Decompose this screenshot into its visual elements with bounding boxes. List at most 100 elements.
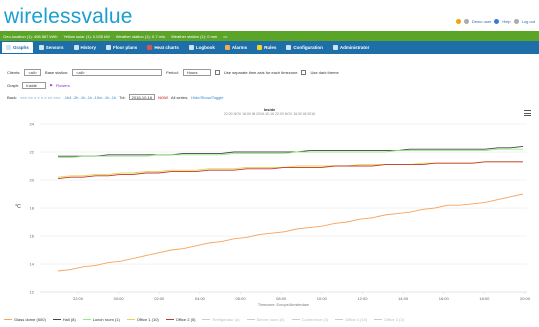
bell-icon[interactable] — [455, 19, 461, 24]
help-link[interactable]: Help — [502, 19, 511, 24]
legend-item[interactable]: Glass dome (500) — [4, 317, 46, 322]
graph-flag-link[interactable]: Flowers — [55, 83, 70, 88]
logout-icon — [513, 19, 519, 24]
step-links[interactable]: <<< << < < < > >> >>> — [20, 94, 61, 100]
legend-label: Office 4 (10) — [345, 317, 368, 322]
hamburger-menu-icon[interactable] — [524, 110, 531, 116]
alarm-icon — [224, 45, 230, 50]
app-logo[interactable]: wirelessvalue — [4, 5, 133, 28]
x-axis-label: Timezone: Europe/Amsterdam — [258, 303, 309, 307]
legend-label: Office 1 (10) — [136, 317, 159, 322]
legend-label: Server room (4) — [256, 317, 285, 322]
period-select[interactable]: Hours — [182, 69, 211, 76]
help-icon — [494, 19, 500, 24]
chart-subtitle: 22:00 NOV 16:00 till 2016-10-16 22:00 NO… — [223, 112, 316, 116]
tab-rules[interactable]: Rules — [253, 42, 280, 53]
tab-administrator[interactable]: Administrator — [329, 42, 374, 53]
header: wirelessvalue Demo user Help Log out — [0, 0, 539, 30]
more-status-button[interactable]: ••• — [223, 33, 228, 39]
tab-label: Sensors — [45, 45, 64, 50]
series-toggle-links[interactable]: Hide/Show/Toggle — [191, 94, 224, 100]
tab-history[interactable]: History — [70, 42, 101, 53]
client-select[interactable]: <all> — [24, 69, 42, 76]
x-tick-label: 22:00 — [73, 296, 84, 301]
legend-swatch — [246, 318, 255, 321]
x-tick-label: 20:00 — [520, 296, 531, 301]
history-icon — [73, 45, 79, 50]
legend-swatch — [374, 318, 383, 321]
tab-alarms[interactable]: Alarms — [221, 42, 251, 53]
legend-swatch — [291, 318, 300, 321]
legend-item[interactable]: Server room (4) — [246, 317, 285, 322]
legend-swatch — [165, 318, 174, 321]
tab-label: Logbook — [195, 45, 215, 50]
x-tick-label: 14:00 — [398, 296, 409, 301]
tab-floor-plans[interactable]: Floor plans — [102, 42, 141, 53]
graph-select[interactable]: Inside — [22, 82, 47, 89]
sensor-status-bar: Geo-location (1): 408.587 kWh Yellow sol… — [0, 31, 539, 41]
separate-axis-label: Use separate time axis for each timezone — [223, 70, 298, 75]
legend-item[interactable]: Lunch room (1) — [82, 317, 120, 322]
tab-graphs[interactable]: Graphs — [2, 42, 33, 53]
x-tick-label: 16:00 — [439, 296, 450, 301]
tab-sensors[interactable]: Sensors — [35, 42, 68, 53]
config-icon — [286, 45, 292, 50]
legend-swatch — [4, 318, 12, 321]
legend-item[interactable]: Office 3 (3) — [374, 317, 404, 322]
y-tick-label: 24 — [30, 122, 35, 127]
graph-label: Graph: — [7, 83, 20, 88]
now-button[interactable]: NOW — [158, 94, 168, 100]
logout-link[interactable]: Log out — [521, 19, 535, 24]
tab-heat-charts[interactable]: Heat charts — [143, 42, 183, 53]
chart-legend: Glass dome (500) Hall (8) Lunch room (1) Of… — [4, 317, 404, 322]
user-link[interactable]: Demo user — [471, 19, 492, 24]
status-item[interactable]: Geo-location (1): 408.587 kWh — [3, 33, 58, 39]
y-axis-label: °C — [15, 204, 21, 210]
user-icon — [463, 19, 469, 24]
series-line — [58, 148, 523, 159]
x-tick-label: 18:00 — [479, 296, 490, 301]
client-label: Clients: — [7, 70, 21, 75]
heatchart-icon — [147, 45, 153, 50]
back-label: Back: — [7, 94, 18, 100]
station-select[interactable]: <all> — [72, 69, 163, 76]
flag-icon: ⚑ — [49, 83, 53, 88]
series-line — [57, 193, 524, 272]
main-nav: Graphs Sensors History Floor plans Heat … — [0, 41, 539, 54]
dark-theme-label: Use dark theme — [310, 70, 339, 75]
y-tick-label: 12 — [30, 290, 35, 295]
range-links[interactable]: -1h4 -2h -1h -1h -10m -1h -1h — [63, 94, 117, 100]
tab-label: Floor plans — [113, 45, 138, 50]
legend-item[interactable]: Office 1 (10) — [126, 317, 159, 322]
legend-item[interactable]: Refrigerator (4) — [202, 317, 240, 322]
x-tick-label: 10:00 — [317, 296, 328, 301]
series-line — [57, 161, 523, 180]
legend-item[interactable]: Office 2 (5) — [165, 317, 195, 322]
legend-swatch — [335, 318, 344, 321]
status-item[interactable]: Yellow solar (1): 0.035 kW — [63, 33, 110, 39]
legend-label: Hall (8) — [62, 317, 76, 322]
station-label: Base station: — [45, 70, 69, 75]
separate-axis-checkbox[interactable] — [214, 70, 220, 75]
to-date-input[interactable]: 2016-10-16 — [128, 94, 156, 100]
series-line — [57, 161, 523, 178]
tab-label: Alarms — [231, 45, 248, 50]
tab-label: Heat charts — [154, 45, 179, 50]
legend-swatch — [126, 318, 135, 321]
dark-theme-checkbox[interactable] — [301, 70, 307, 75]
status-item[interactable]: Weather station (1): 0.7 m/s — [115, 33, 166, 39]
graph-row: Graph: Inside ⚑ Flowers — [7, 82, 70, 89]
legend-item[interactable]: Hall (8) — [52, 317, 76, 322]
legend-swatch — [52, 318, 61, 321]
legend-item[interactable]: Conference (3) — [291, 317, 328, 322]
user-links: Demo user Help Log out — [455, 19, 535, 24]
floorplan-icon — [106, 45, 112, 50]
legend-label: Glass dome (500) — [14, 317, 46, 322]
tab-logbook[interactable]: Logbook — [185, 42, 219, 53]
legend-item[interactable]: Office 4 (10) — [335, 317, 367, 322]
status-item[interactable]: Weather station (1): 0 mm — [171, 33, 218, 39]
legend-label: Refrigerator (4) — [212, 317, 240, 322]
filter-row: Clients: <all> Base station: <all> Perio… — [7, 69, 339, 76]
y-tick-label: 22 — [30, 150, 35, 155]
tab-configuration[interactable]: Configuration — [282, 42, 327, 53]
